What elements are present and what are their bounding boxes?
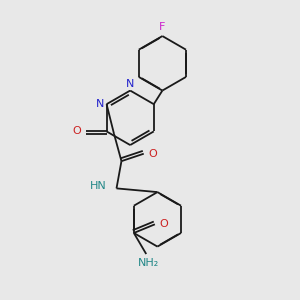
Text: N: N <box>96 99 105 109</box>
Text: N: N <box>126 80 134 89</box>
Text: NH₂: NH₂ <box>138 258 159 268</box>
Text: O: O <box>148 149 157 159</box>
Text: O: O <box>73 126 81 136</box>
Text: F: F <box>159 22 166 32</box>
Text: HN: HN <box>90 181 106 191</box>
Text: O: O <box>159 219 168 229</box>
